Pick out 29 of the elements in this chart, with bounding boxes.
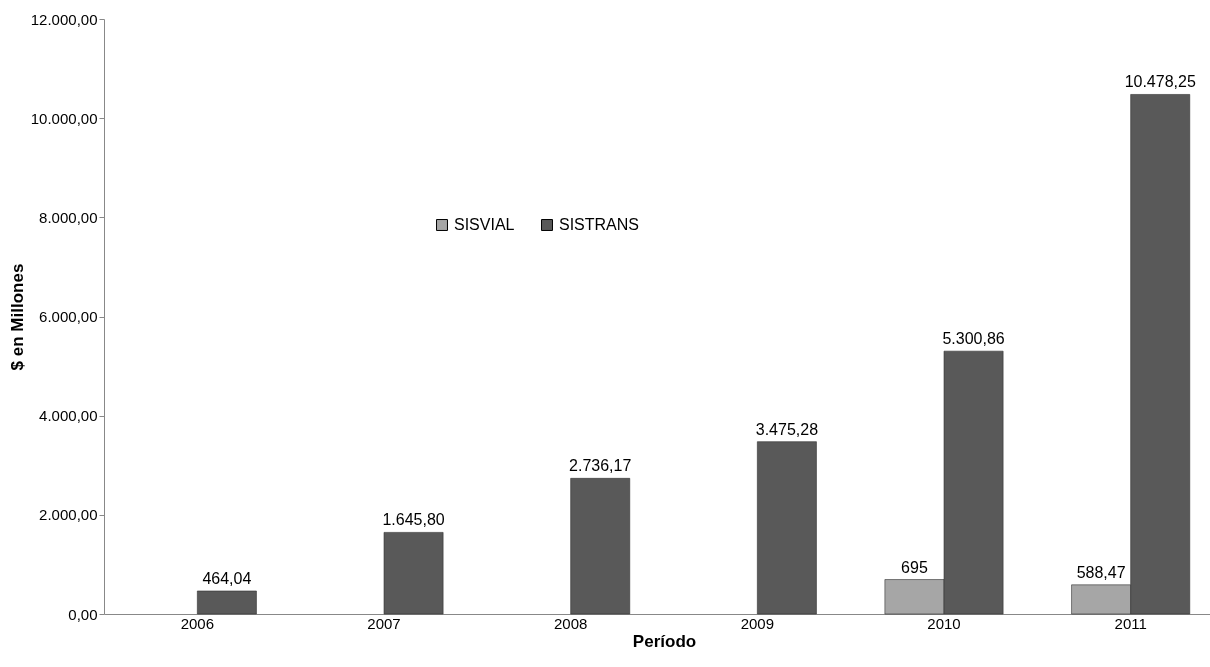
x-tick-label: 2006 (180, 614, 215, 632)
y-tick-label: 2.000,00 (39, 506, 98, 524)
x-axis-title: Período (632, 631, 697, 651)
y-tick-label: 8.000,00 (39, 208, 98, 226)
bar (757, 441, 817, 615)
x-tick-label: 2010 (927, 614, 961, 632)
x-tick-label: 2011 (1114, 614, 1147, 632)
data-label: 5.300,86 (942, 330, 1005, 348)
data-label: 1.645,80 (382, 511, 445, 529)
y-tick-label: 4.000,00 (39, 407, 98, 425)
data-label: 695 (901, 558, 928, 576)
data-label: 588,47 (1076, 563, 1126, 581)
data-label: 10.478,25 (1124, 73, 1196, 91)
legend-label: SISTRANS (559, 216, 640, 233)
y-tick-label: 10.000,00 (30, 109, 98, 127)
bar (570, 478, 631, 615)
data-label: 3.475,28 (755, 420, 819, 438)
y-tick-label: 6.000,00 (39, 308, 98, 325)
y-tick-label: 12.000,00 (30, 10, 98, 28)
x-tick-label: 2009 (740, 614, 775, 632)
data-label: 464,04 (202, 569, 252, 587)
data-label: 2.736,17 (569, 457, 632, 475)
y-tick-label: 0,00 (68, 605, 98, 623)
bar (383, 532, 444, 615)
bar (197, 590, 257, 615)
legend-label: SISVIAL (454, 216, 515, 233)
y-axis-title: $ en Millones (7, 263, 27, 371)
x-tick-label: 2008 (553, 614, 588, 632)
x-tick-label: 2007 (367, 614, 401, 632)
